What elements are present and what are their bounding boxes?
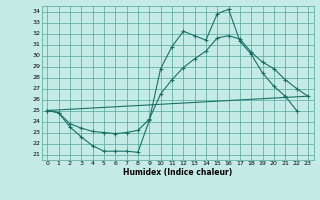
X-axis label: Humidex (Indice chaleur): Humidex (Indice chaleur) [123,168,232,177]
